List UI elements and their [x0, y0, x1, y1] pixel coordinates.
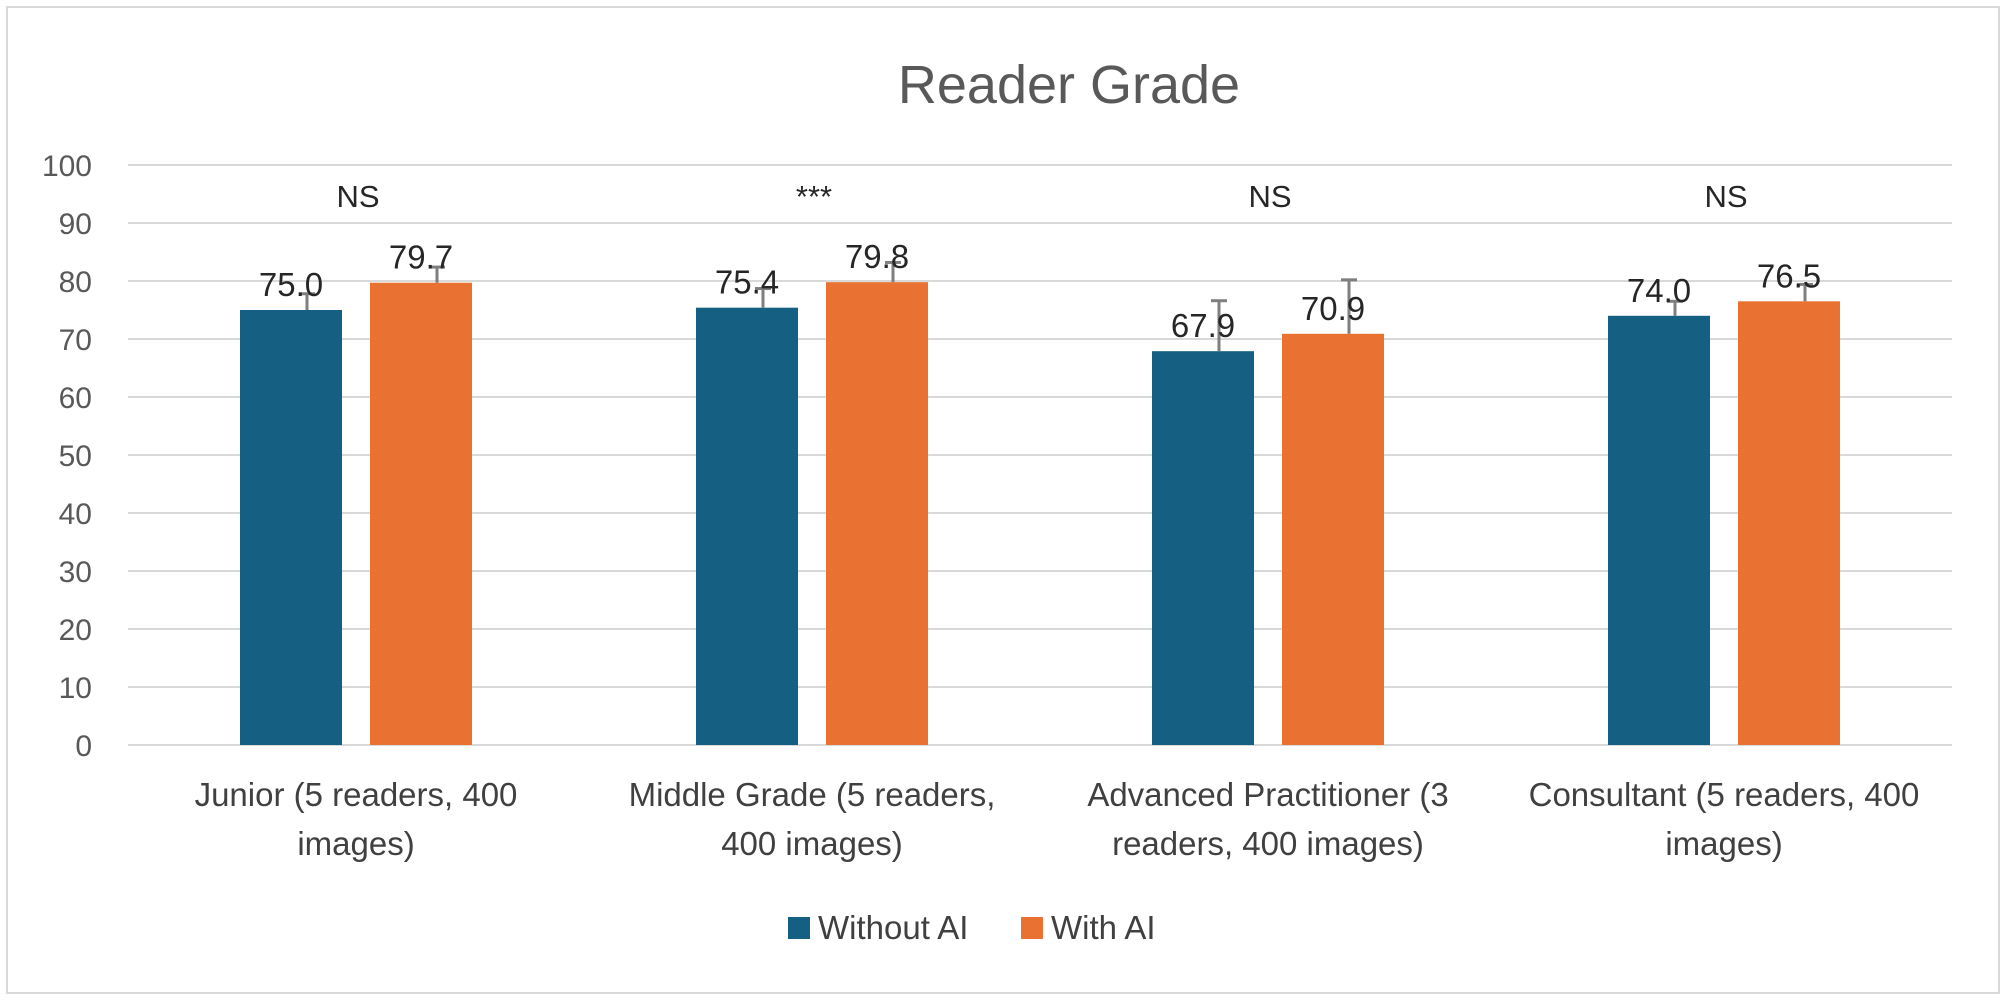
chart-title: Reader Grade [898, 55, 1240, 115]
y-axis-ticks: 0 10 20 30 40 50 60 70 80 90 100 [42, 150, 92, 763]
data-label: 75.0 [259, 266, 323, 303]
legend: Without AI With AI [788, 909, 1156, 946]
legend-label: With AI [1051, 909, 1156, 946]
bar-without-ai [1608, 315, 1710, 745]
y-tick-label: 90 [59, 208, 92, 241]
category-label: images) [1665, 825, 1782, 862]
significance-label: NS [1248, 179, 1291, 214]
y-tick-label: 0 [75, 730, 92, 763]
bar-without-ai [696, 307, 798, 745]
legend-swatch [788, 917, 810, 939]
data-label: 74.0 [1627, 272, 1691, 309]
category-label: Advanced Practitioner (3 [1087, 776, 1448, 813]
bars [240, 282, 1840, 745]
significance-label: *** [796, 179, 832, 214]
bar-with-ai [370, 282, 472, 745]
y-tick-label: 100 [42, 150, 92, 183]
y-tick-label: 40 [59, 498, 92, 531]
category-label: images) [297, 825, 414, 862]
bar-without-ai [240, 310, 342, 745]
y-tick-label: 80 [59, 266, 92, 299]
bar-without-ai [1152, 351, 1254, 745]
y-tick-label: 10 [59, 672, 92, 705]
error-bars [299, 260, 1813, 352]
category-label: 400 images) [721, 825, 903, 862]
category-label: Middle Grade (5 readers, [629, 776, 996, 813]
significance-label: NS [1704, 179, 1747, 214]
bar-with-ai [826, 282, 928, 745]
data-label: 67.9 [1171, 307, 1235, 344]
data-labels: 75.0 79.7 75.4 79.8 67.9 70.9 74.0 76.5 [259, 238, 1821, 344]
data-label: 70.9 [1301, 290, 1365, 327]
category-label: Consultant (5 readers, 400 [1529, 776, 1920, 813]
data-label: 75.4 [715, 264, 779, 301]
y-tick-label: 50 [59, 440, 92, 473]
significance-labels: NS *** NS NS [336, 179, 1747, 214]
y-tick-label: 30 [59, 556, 92, 589]
bar-with-ai [1282, 333, 1384, 745]
y-tick-label: 70 [59, 324, 92, 357]
legend-swatch [1021, 917, 1043, 939]
x-axis-categories: Junior (5 readers, 400 images) Middle Grad… [195, 776, 1920, 862]
significance-label: NS [336, 179, 379, 214]
y-tick-label: 60 [59, 382, 92, 415]
bar-with-ai [1738, 301, 1840, 745]
data-label: 76.5 [1757, 257, 1821, 294]
data-label: 79.7 [389, 239, 453, 276]
data-label: 79.8 [845, 238, 909, 275]
y-tick-label: 20 [59, 614, 92, 647]
legend-label: Without AI [818, 909, 968, 946]
category-label: Junior (5 readers, 400 [195, 776, 518, 813]
category-label: readers, 400 images) [1112, 825, 1424, 862]
